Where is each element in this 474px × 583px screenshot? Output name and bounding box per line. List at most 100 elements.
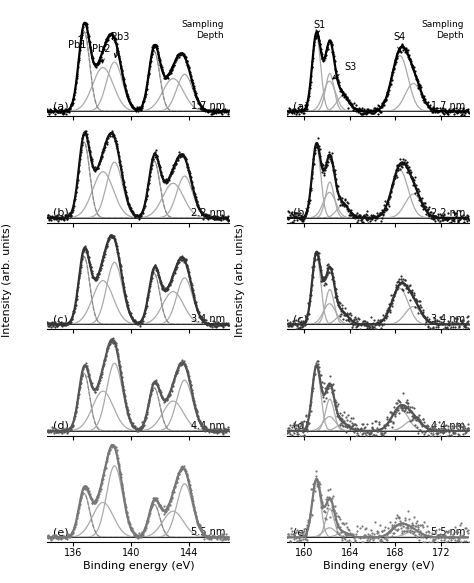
Point: [77, 147, 84, 157]
Point: [456, 215, 463, 224]
Point: [304, 422, 311, 431]
Point: [139, 417, 146, 427]
Point: [127, 206, 135, 215]
Point: [67, 211, 75, 220]
Point: [137, 423, 145, 433]
Point: [396, 398, 403, 407]
Point: [100, 143, 108, 152]
Point: [338, 86, 346, 96]
Point: [426, 532, 434, 541]
Point: [327, 152, 334, 161]
Point: [141, 197, 149, 206]
Point: [63, 215, 70, 224]
Point: [346, 529, 354, 538]
Point: [75, 384, 83, 394]
Point: [111, 235, 119, 244]
X-axis label: Binding energy (eV): Binding energy (eV): [82, 560, 194, 571]
Point: [198, 419, 206, 429]
Point: [389, 68, 396, 77]
Point: [395, 165, 402, 174]
Point: [298, 106, 306, 115]
Point: [367, 214, 375, 223]
Point: [82, 482, 90, 491]
Point: [369, 210, 377, 220]
Point: [434, 533, 441, 542]
Point: [404, 45, 412, 55]
Point: [121, 395, 129, 405]
Point: [60, 532, 68, 542]
Point: [319, 163, 327, 173]
Point: [48, 531, 56, 540]
Point: [53, 427, 61, 436]
Point: [368, 533, 375, 543]
Point: [95, 159, 103, 168]
Point: [49, 321, 57, 330]
Point: [145, 68, 153, 78]
Point: [444, 527, 451, 536]
Point: [108, 126, 116, 135]
Point: [119, 278, 127, 287]
Point: [51, 104, 58, 113]
Point: [124, 512, 132, 522]
Point: [143, 518, 151, 527]
Point: [307, 72, 315, 81]
Point: [64, 532, 71, 541]
Point: [306, 400, 313, 409]
Point: [212, 322, 219, 331]
Point: [94, 269, 101, 279]
Point: [156, 385, 164, 395]
Point: [456, 104, 464, 113]
Point: [424, 97, 431, 107]
Point: [201, 318, 209, 328]
Point: [97, 154, 104, 164]
Point: [103, 241, 111, 251]
Point: [183, 261, 191, 270]
Point: [130, 529, 138, 538]
Point: [375, 420, 383, 429]
Point: [117, 164, 125, 173]
Point: [324, 44, 332, 53]
Point: [49, 106, 56, 115]
Point: [387, 408, 395, 417]
Point: [94, 272, 102, 282]
Point: [155, 270, 162, 279]
Point: [126, 97, 133, 106]
Point: [366, 105, 374, 114]
Point: [133, 210, 140, 220]
Point: [95, 487, 103, 496]
Point: [120, 389, 128, 399]
Point: [411, 188, 419, 198]
Point: [138, 423, 146, 432]
Point: [328, 47, 336, 57]
Point: [147, 164, 155, 174]
Point: [156, 162, 164, 171]
Point: [362, 108, 369, 118]
Point: [123, 193, 131, 202]
Point: [445, 422, 452, 431]
Point: [350, 105, 357, 114]
Point: [334, 294, 341, 304]
Point: [453, 536, 461, 546]
Point: [143, 84, 150, 93]
Point: [315, 482, 323, 491]
Point: [59, 532, 66, 541]
Point: [46, 533, 54, 543]
Point: [371, 315, 378, 325]
Point: [78, 30, 85, 40]
Point: [149, 154, 157, 163]
Point: [119, 75, 127, 84]
Point: [456, 326, 464, 336]
Point: [136, 210, 144, 219]
Point: [319, 382, 326, 392]
Point: [160, 71, 168, 80]
Point: [451, 216, 458, 226]
Point: [82, 484, 89, 493]
Point: [408, 287, 416, 297]
Point: [346, 210, 354, 219]
Point: [377, 534, 384, 543]
Point: [384, 307, 392, 316]
Point: [358, 109, 366, 118]
Point: [391, 290, 398, 300]
Point: [369, 212, 376, 221]
Point: [106, 445, 113, 455]
